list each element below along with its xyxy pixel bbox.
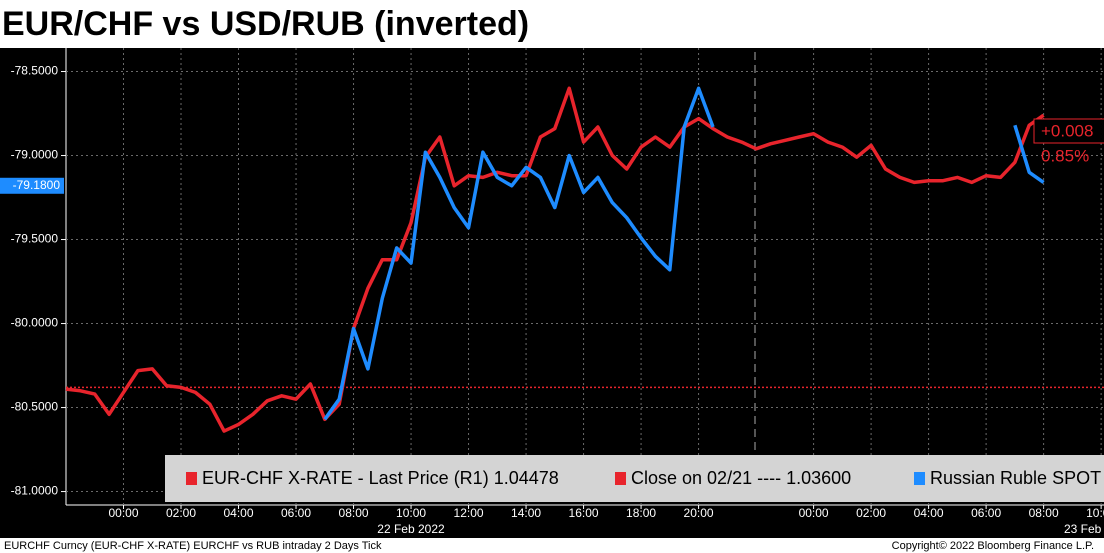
x-tick-label: 06:00 bbox=[281, 506, 311, 520]
annotation: +0.008 bbox=[1041, 121, 1093, 140]
x-tick-label: 12:00 bbox=[454, 506, 484, 520]
x-tick-label: 08:00 bbox=[1029, 506, 1059, 520]
x-tick-label: 10:00 bbox=[1086, 506, 1104, 520]
legend-swatch bbox=[186, 472, 197, 485]
x-tick-label: 18:00 bbox=[626, 506, 656, 520]
footer-right: Copyright© 2022 Bloomberg Finance L.P. bbox=[892, 540, 1094, 552]
y-tick-label: -80.0000 bbox=[11, 316, 59, 330]
y-tick-label: -80.5000 bbox=[11, 400, 59, 414]
last-value-label: -79.1800 bbox=[13, 178, 61, 192]
annotation: 0.85% bbox=[1041, 146, 1089, 165]
legend-label: EUR-CHF X-RATE - Last Price (R1) 1.04478 bbox=[202, 468, 559, 488]
x-tick-label: 00:00 bbox=[108, 506, 138, 520]
x-tick-label: 02:00 bbox=[856, 506, 886, 520]
x-tick-label: 02:00 bbox=[166, 506, 196, 520]
x-tick-label: 08:00 bbox=[339, 506, 369, 520]
y-tick-label: -79.0000 bbox=[11, 148, 59, 162]
legend-label: Russian Ruble SPOT bbox=[930, 468, 1101, 488]
y-tick-label: -79.5000 bbox=[11, 232, 59, 246]
legend-box bbox=[165, 455, 1104, 502]
series-line bbox=[65, 86, 1045, 433]
y-tick-label: -78.5000 bbox=[11, 64, 59, 78]
x-tick-label: 06:00 bbox=[971, 506, 1001, 520]
grid: -78.5000 -79.0000 -79.5000 -80.0000 -80.5000… bbox=[0, 48, 1104, 536]
y-tick-label: -81.0000 bbox=[11, 484, 59, 498]
x-tick-label: 14:00 bbox=[511, 506, 541, 520]
footer-left: EURCHF Curncy (EUR-CHF X-RATE) EURCHF vs… bbox=[4, 540, 382, 552]
chart-title: EUR/CHF vs USD/RUB (inverted) bbox=[2, 5, 529, 43]
plot: +0.008 0.85% bbox=[65, 86, 1104, 433]
legend-swatch bbox=[615, 472, 626, 485]
x-tick-label: 04:00 bbox=[914, 506, 944, 520]
legend-label: Close on 02/21 ---- 1.03600 bbox=[631, 468, 851, 488]
x-tick-label: 16:00 bbox=[569, 506, 599, 520]
last-value-box bbox=[0, 177, 64, 194]
x-tick-label: 00:00 bbox=[799, 506, 829, 520]
x-tick-label: 20:00 bbox=[684, 506, 714, 520]
annotation-box bbox=[1033, 118, 1104, 144]
date-label: 23 Feb bbox=[1064, 522, 1102, 536]
x-tick-label: 04:00 bbox=[224, 506, 254, 520]
legend-swatch bbox=[914, 472, 925, 485]
x-tick-label: 10:00 bbox=[396, 506, 426, 520]
legend: EUR-CHF X-RATE - Last Price (R1) 1.04478… bbox=[165, 455, 1104, 502]
date-label: 22 Feb 2022 bbox=[377, 522, 445, 536]
series-line bbox=[323, 86, 1045, 421]
